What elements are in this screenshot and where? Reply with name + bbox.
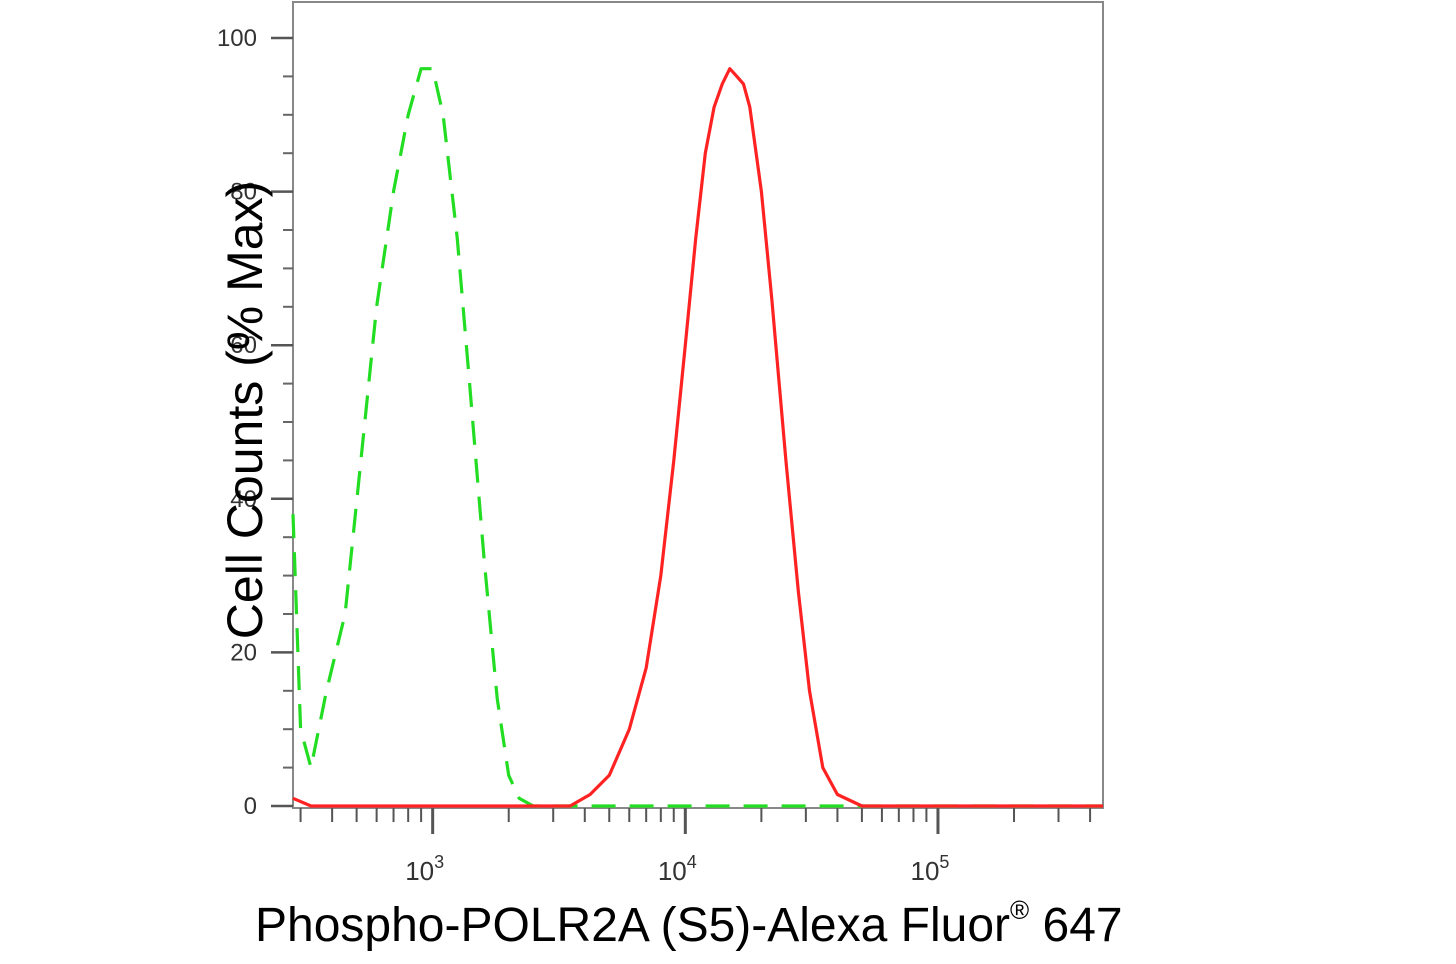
series-line-1 (291, 67, 1103, 808)
registered-mark: ® (1010, 895, 1030, 925)
y-tick-label: 20 (230, 639, 257, 666)
x-axis-ticks: 103 104 105 (299, 808, 1092, 886)
x-tick-exponent: 5 (939, 852, 949, 872)
plot-frame (292, 1, 1104, 809)
y-tick-label: 0 (244, 793, 257, 820)
x-tick-exponent: 4 (687, 852, 697, 872)
y-axis-ticks: 0 20 40 60 80 100 (217, 25, 293, 820)
x-tick-label: 103 (405, 852, 444, 886)
x-axis-label: Phospho-POLR2A (S5)-Alexa Fluor® 647 (255, 895, 1123, 953)
x-axis-label-tail: 647 (1029, 899, 1123, 952)
y-tick-label: 100 (217, 25, 257, 52)
y-tick-label: 60 (230, 332, 257, 359)
series-line-2 (292, 67, 1103, 808)
x-tick-label: 105 (910, 852, 949, 886)
x-tick-label: 104 (658, 852, 697, 886)
x-tick-exponent: 3 (434, 852, 444, 872)
y-tick-label: 40 (230, 486, 257, 513)
y-axis-label: Cell Counts (% Max) (217, 180, 273, 640)
series-layer (291, 67, 1103, 808)
x-axis-label-main: Phospho-POLR2A (S5)-Alexa Fluor (255, 899, 1011, 952)
y-tick-label: 80 (230, 179, 257, 206)
